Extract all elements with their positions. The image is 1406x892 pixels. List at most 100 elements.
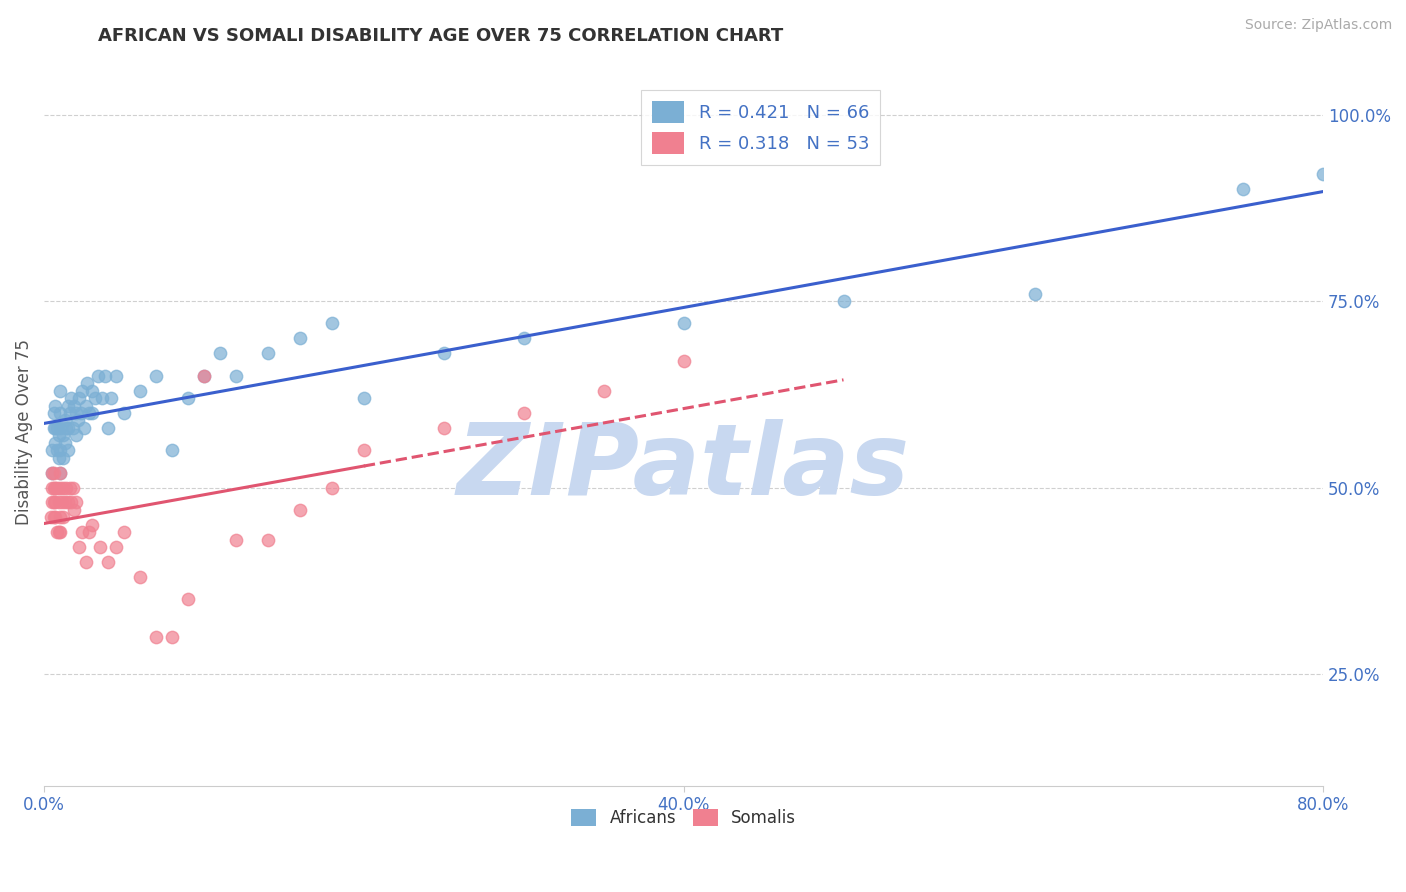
Point: [145, 630, 167, 644]
Point: [321, 317, 343, 331]
Point: [80, 517, 103, 532]
Point: [66, 413, 89, 427]
Point: [129, 384, 152, 398]
Point: [63, 399, 86, 413]
Point: [160, 630, 183, 644]
Point: [193, 368, 215, 383]
Point: [433, 421, 456, 435]
Point: [63, 503, 86, 517]
Point: [42, 481, 65, 495]
Point: [288, 503, 311, 517]
Point: [56, 399, 79, 413]
Point: [44, 435, 66, 450]
Point: [70, 406, 93, 420]
Point: [44, 495, 66, 509]
Point: [56, 421, 79, 435]
Point: [177, 391, 200, 405]
Point: [77, 406, 100, 420]
Point: [59, 481, 82, 495]
Point: [49, 443, 72, 458]
Point: [41, 466, 63, 480]
Point: [56, 495, 79, 509]
Point: [48, 495, 70, 509]
Point: [129, 570, 152, 584]
Point: [80, 406, 103, 420]
Point: [45, 443, 67, 458]
Point: [53, 495, 76, 509]
Point: [1024, 286, 1046, 301]
Point: [42, 510, 65, 524]
Point: [513, 406, 536, 420]
Point: [60, 495, 83, 509]
Point: [97, 421, 120, 435]
Point: [112, 525, 135, 540]
Point: [592, 384, 614, 398]
Point: [45, 525, 67, 540]
Point: [97, 555, 120, 569]
Point: [41, 443, 63, 458]
Point: [49, 481, 72, 495]
Text: ZIPatlas: ZIPatlas: [457, 418, 910, 516]
Point: [49, 466, 72, 480]
Point: [53, 435, 76, 450]
Point: [67, 540, 90, 554]
Point: [44, 481, 66, 495]
Point: [42, 421, 65, 435]
Point: [1232, 182, 1254, 196]
Point: [48, 450, 70, 465]
Point: [208, 346, 231, 360]
Point: [100, 391, 122, 405]
Point: [76, 376, 98, 391]
Point: [77, 525, 100, 540]
Point: [288, 331, 311, 345]
Point: [672, 317, 695, 331]
Point: [353, 443, 375, 458]
Point: [45, 481, 67, 495]
Point: [44, 510, 66, 524]
Point: [75, 399, 97, 413]
Point: [44, 421, 66, 435]
Point: [65, 428, 87, 442]
Point: [53, 413, 76, 427]
Point: [73, 421, 96, 435]
Point: [42, 466, 65, 480]
Point: [49, 466, 72, 480]
Point: [49, 406, 72, 420]
Point: [87, 368, 110, 383]
Point: [84, 391, 107, 405]
Text: AFRICAN VS SOMALI DISABILITY AGE OVER 75 CORRELATION CHART: AFRICAN VS SOMALI DISABILITY AGE OVER 75…: [98, 27, 783, 45]
Point: [67, 391, 90, 405]
Point: [52, 450, 75, 465]
Point: [62, 421, 84, 435]
Point: [112, 406, 135, 420]
Point: [832, 294, 855, 309]
Point: [41, 466, 63, 480]
Point: [80, 384, 103, 398]
Point: [75, 555, 97, 569]
Y-axis label: Disability Age Over 75: Disability Age Over 75: [15, 339, 32, 524]
Point: [55, 481, 77, 495]
Point: [672, 353, 695, 368]
Point: [105, 540, 128, 554]
Point: [52, 510, 75, 524]
Point: [94, 368, 117, 383]
Point: [145, 368, 167, 383]
Point: [90, 391, 112, 405]
Point: [89, 540, 111, 554]
Point: [65, 406, 87, 420]
Legend: Africans, Somalis: Africans, Somalis: [564, 803, 803, 834]
Point: [48, 428, 70, 442]
Point: [44, 399, 66, 413]
Point: [52, 481, 75, 495]
Point: [39, 510, 62, 524]
Point: [1312, 167, 1334, 181]
Point: [257, 533, 280, 547]
Point: [193, 368, 215, 383]
Point: [55, 421, 77, 435]
Point: [160, 443, 183, 458]
Point: [353, 391, 375, 405]
Point: [49, 384, 72, 398]
Point: [42, 406, 65, 420]
Point: [225, 368, 247, 383]
Text: Source: ZipAtlas.com: Source: ZipAtlas.com: [1244, 18, 1392, 32]
